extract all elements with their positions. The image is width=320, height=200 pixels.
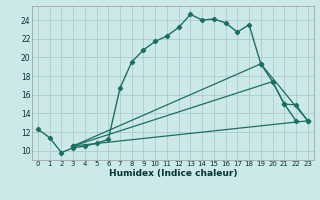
X-axis label: Humidex (Indice chaleur): Humidex (Indice chaleur) [108,169,237,178]
